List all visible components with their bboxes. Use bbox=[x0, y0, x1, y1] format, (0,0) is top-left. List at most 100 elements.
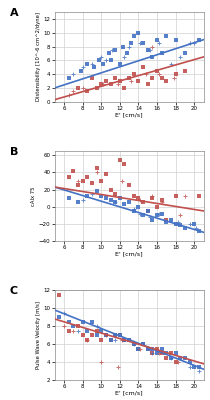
Point bbox=[157, 350, 161, 356]
Point bbox=[160, 197, 163, 203]
Point bbox=[151, 43, 154, 50]
Point bbox=[155, 350, 159, 356]
Point bbox=[132, 341, 135, 347]
Point bbox=[123, 336, 126, 343]
Point bbox=[81, 332, 84, 338]
Y-axis label: Pulse Wave Velocity [m/s]: Pulse Wave Velocity [m/s] bbox=[36, 301, 41, 369]
Point bbox=[127, 336, 131, 343]
Point bbox=[165, 33, 168, 39]
Point bbox=[67, 328, 70, 334]
Point bbox=[85, 88, 89, 94]
Point bbox=[85, 336, 89, 343]
Point bbox=[95, 169, 98, 176]
Point bbox=[151, 74, 154, 81]
Point bbox=[174, 71, 177, 77]
Point bbox=[179, 54, 182, 60]
Point bbox=[139, 345, 142, 352]
Point bbox=[81, 85, 84, 91]
Point bbox=[113, 332, 117, 338]
Point bbox=[132, 206, 135, 212]
Point bbox=[72, 168, 75, 174]
Point bbox=[90, 180, 94, 186]
Point bbox=[85, 336, 89, 343]
Y-axis label: Distensibility [10^-6 cm^2/dyne]: Distensibility [10^-6 cm^2/dyne] bbox=[36, 12, 41, 101]
Point bbox=[107, 50, 110, 57]
Point bbox=[123, 85, 126, 91]
Point bbox=[176, 359, 179, 365]
Text: A: A bbox=[10, 8, 18, 18]
Point bbox=[113, 47, 117, 53]
Point bbox=[113, 191, 117, 197]
Point bbox=[109, 57, 112, 64]
Point bbox=[116, 81, 120, 88]
Point bbox=[142, 40, 145, 46]
Point bbox=[100, 193, 103, 200]
Point bbox=[165, 354, 168, 361]
Point bbox=[113, 332, 117, 338]
Point bbox=[67, 174, 70, 180]
Point bbox=[81, 64, 84, 70]
Point bbox=[165, 350, 168, 356]
Point bbox=[197, 363, 201, 370]
Point bbox=[165, 219, 168, 225]
Point bbox=[165, 78, 168, 84]
Point bbox=[179, 354, 182, 361]
Point bbox=[95, 188, 98, 194]
Point bbox=[72, 88, 75, 94]
Point bbox=[100, 359, 103, 365]
Point bbox=[137, 30, 140, 36]
Point bbox=[151, 350, 154, 356]
Point bbox=[188, 220, 191, 227]
Point bbox=[76, 85, 80, 91]
Text: C: C bbox=[10, 286, 18, 296]
Point bbox=[95, 328, 98, 334]
Point bbox=[160, 50, 163, 57]
Point bbox=[109, 81, 112, 88]
Point bbox=[174, 36, 177, 43]
Point bbox=[67, 74, 70, 81]
Point bbox=[100, 54, 103, 60]
Point bbox=[132, 341, 135, 347]
Point bbox=[76, 323, 80, 329]
Point bbox=[98, 57, 101, 64]
Point bbox=[169, 216, 173, 223]
Point bbox=[132, 208, 135, 214]
Point bbox=[113, 74, 117, 81]
Point bbox=[81, 178, 84, 184]
Point bbox=[197, 368, 201, 374]
Point bbox=[148, 47, 151, 53]
Point bbox=[151, 54, 154, 60]
Point bbox=[62, 310, 66, 316]
Point bbox=[137, 195, 140, 201]
X-axis label: E' [cm/s]: E' [cm/s] bbox=[115, 390, 143, 396]
Point bbox=[174, 220, 177, 227]
Point bbox=[183, 193, 187, 200]
Point bbox=[101, 60, 105, 67]
Point bbox=[151, 195, 154, 201]
Point bbox=[188, 40, 191, 46]
Point bbox=[194, 225, 198, 231]
Point bbox=[142, 341, 145, 347]
Point bbox=[132, 193, 135, 200]
Point bbox=[151, 216, 154, 223]
Point bbox=[104, 332, 108, 338]
Point bbox=[146, 208, 150, 214]
Point bbox=[160, 350, 163, 356]
Point bbox=[85, 328, 89, 334]
Point bbox=[197, 36, 201, 43]
Point bbox=[148, 214, 151, 220]
Point bbox=[169, 354, 173, 361]
Point bbox=[85, 60, 89, 67]
Point bbox=[132, 341, 135, 347]
Point bbox=[127, 336, 131, 343]
Point bbox=[90, 60, 94, 67]
Point bbox=[118, 78, 122, 84]
Point bbox=[104, 195, 108, 201]
Point bbox=[132, 71, 135, 77]
Point bbox=[118, 156, 122, 163]
Point bbox=[183, 68, 187, 74]
Point bbox=[76, 182, 80, 188]
Point bbox=[129, 78, 133, 84]
Point bbox=[188, 363, 191, 370]
Point bbox=[139, 197, 142, 203]
